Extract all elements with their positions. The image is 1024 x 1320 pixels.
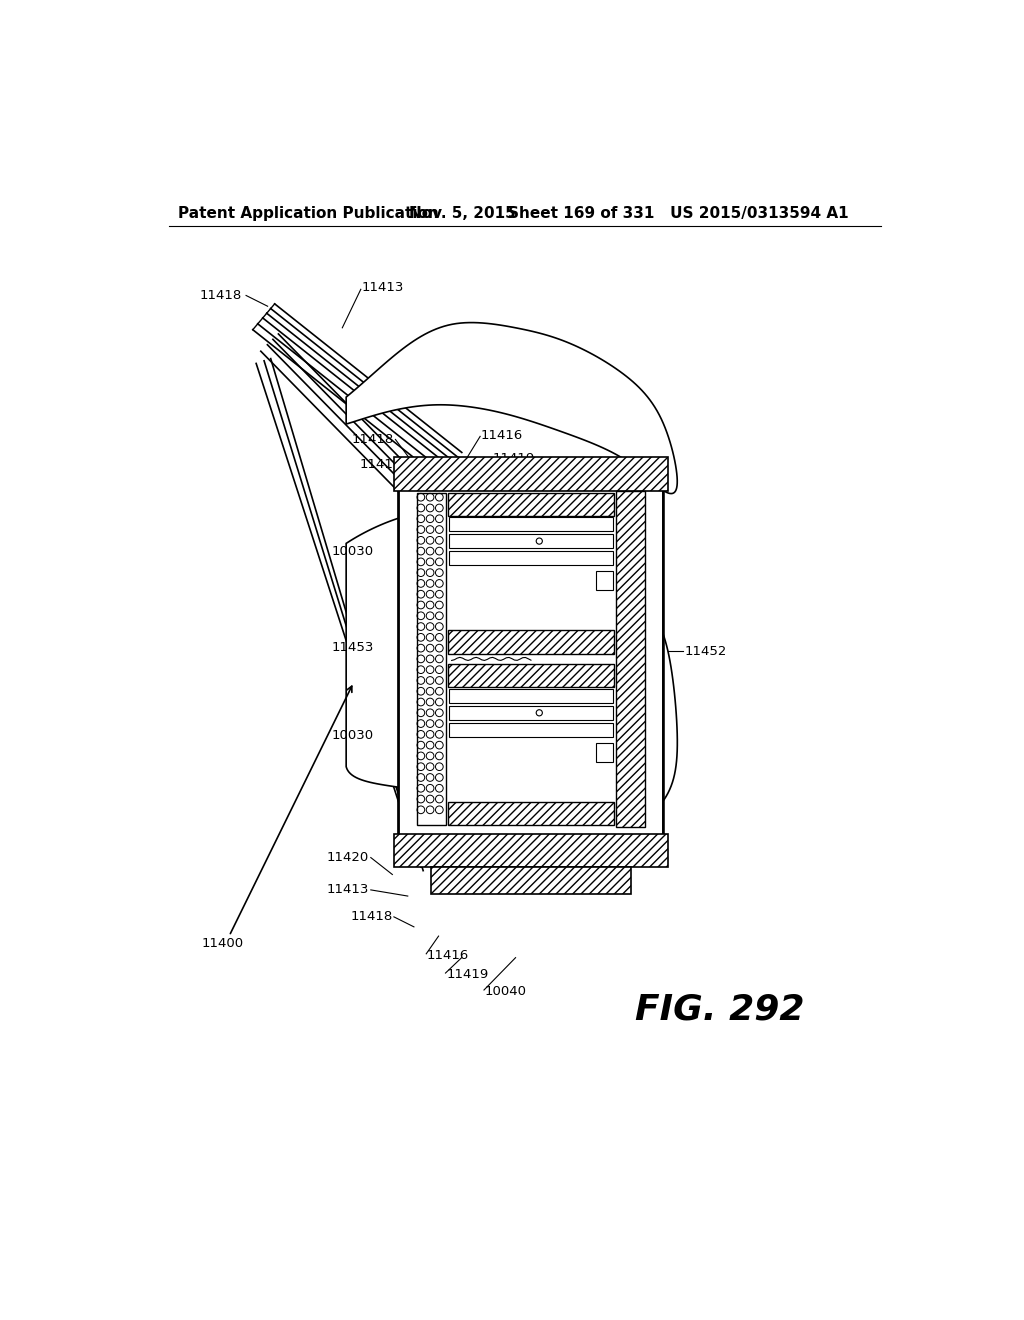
Text: 11453: 11453 [332,640,374,653]
Text: 11420: 11420 [327,851,370,865]
Bar [450,517,612,531]
Text: Sheet 169 of 331   US 2015/0313594 A1: Sheet 169 of 331 US 2015/0313594 A1 [508,206,849,222]
Text: 11419: 11419 [493,453,535,465]
Text: 11418: 11418 [351,433,394,446]
Bar [394,457,668,491]
Text: 10040: 10040 [484,985,526,998]
Bar [431,867,631,894]
Bar [450,535,612,548]
Text: 11418: 11418 [200,289,243,302]
Polygon shape [346,322,677,494]
Bar [447,803,614,825]
Bar [450,552,612,565]
Text: 10030: 10030 [332,545,374,557]
Bar [417,492,446,825]
Text: 11419: 11419 [446,968,488,981]
Text: 11416: 11416 [481,429,523,442]
Bar [596,743,612,762]
Bar [447,492,614,516]
Text: Nov. 5, 2015: Nov. 5, 2015 [410,206,516,222]
Text: 10030: 10030 [332,730,374,742]
Bar [450,706,612,719]
Text: Patent Application Publication: Patent Application Publication [178,206,439,222]
Bar [394,834,668,867]
Text: 11418: 11418 [350,911,392,924]
Text: 10040: 10040 [531,499,573,511]
Bar [615,491,645,826]
Bar [447,631,614,653]
Text: 11413: 11413 [361,281,403,294]
Text: 11413: 11413 [327,883,370,896]
Polygon shape [346,508,677,829]
Text: 11410: 11410 [508,475,550,488]
Text: 11411: 11411 [359,458,401,471]
Bar [596,572,612,590]
FancyBboxPatch shape [398,480,664,845]
Text: 11452: 11452 [685,644,727,657]
Bar [447,664,614,688]
Text: 11416: 11416 [427,949,469,962]
Bar [450,689,612,702]
Text: FIG. 292: FIG. 292 [635,993,805,1026]
Bar [450,723,612,737]
Text: 11400: 11400 [202,937,244,950]
